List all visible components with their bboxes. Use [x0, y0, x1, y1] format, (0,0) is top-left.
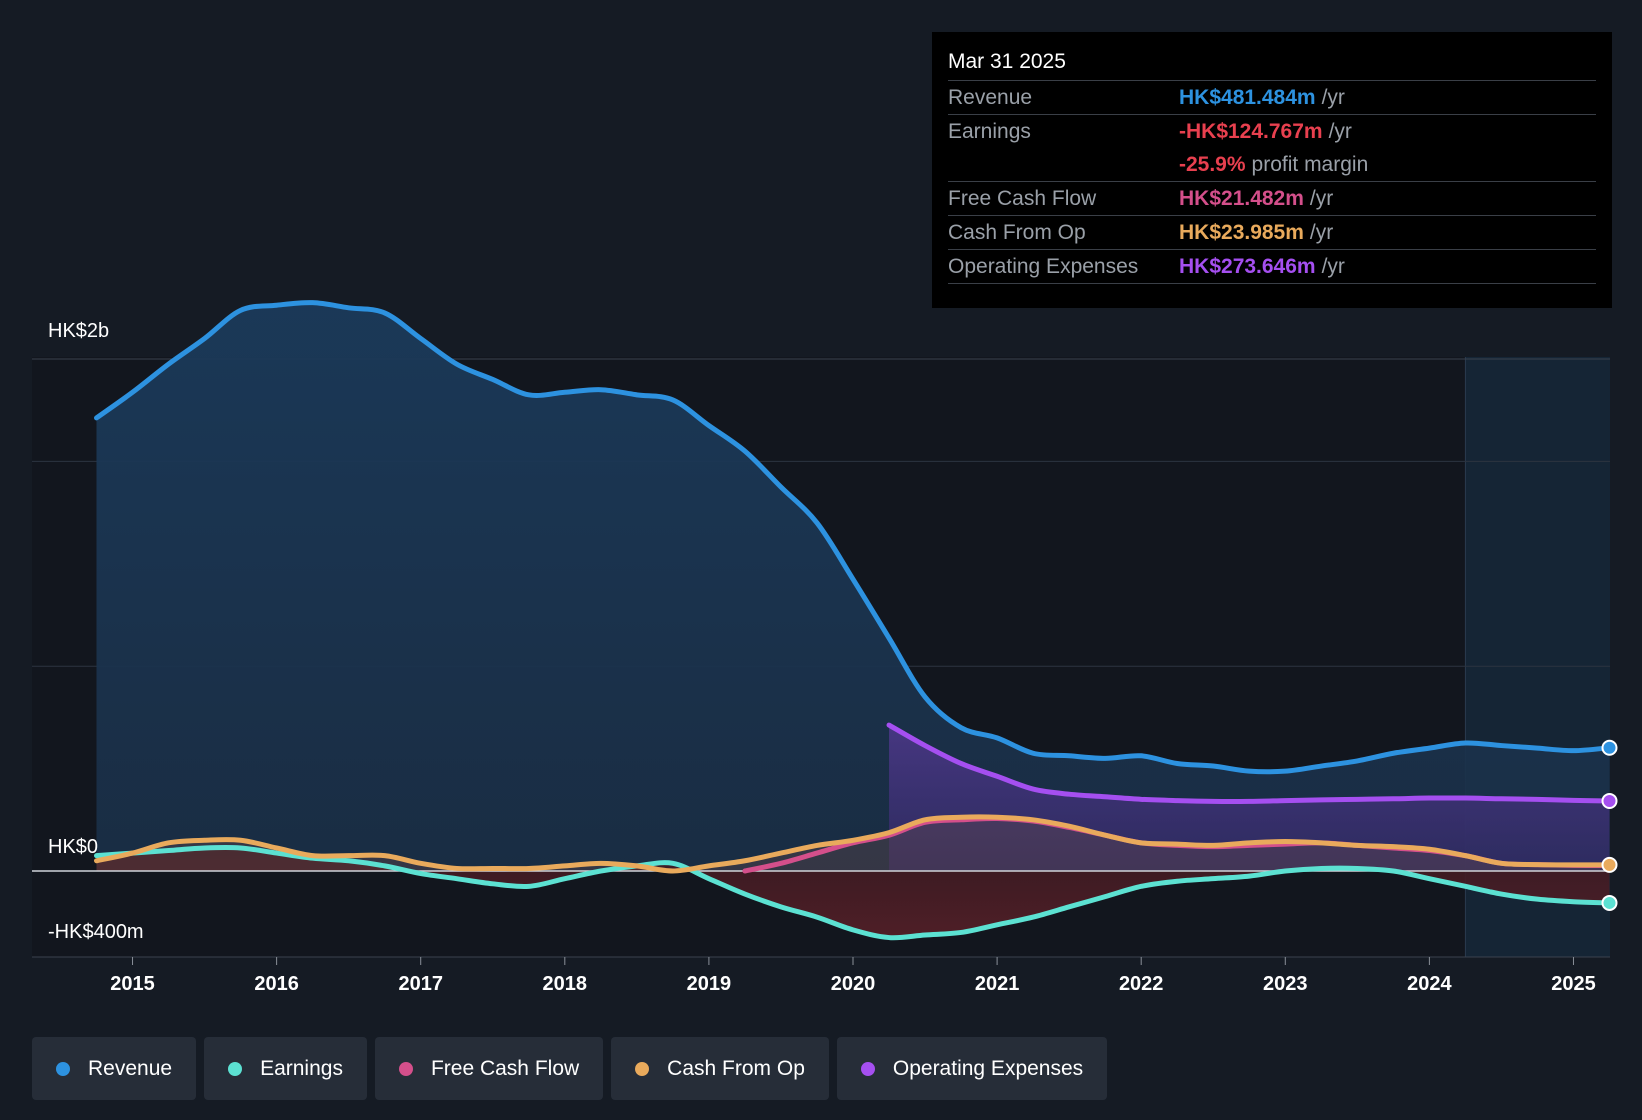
- tooltip-row-revenue: Revenue HK$481.484m /yr: [948, 81, 1596, 115]
- operating-expenses-end-dot: [1601, 792, 1618, 809]
- free-cash-flow-dot-icon: [398, 1061, 413, 1076]
- tooltip-value: -25.9%: [1179, 152, 1246, 176]
- x-tick-label: 2019: [687, 973, 732, 995]
- tooltip-unit: /yr: [1309, 186, 1334, 210]
- earnings-end-dot: [1601, 894, 1618, 911]
- x-axis-ticks: 2015 2016 2017 2018 2019 2020 2021 2022 2023 2024…: [110, 957, 1596, 995]
- legend-label: Cash From Op: [667, 1056, 805, 1080]
- chart-legend: Revenue Earnings Free Cash Flow Cash Fro…: [32, 1037, 1108, 1100]
- y-axis-bottom-label: -HK$400m: [48, 921, 144, 943]
- x-tick-label: 2015: [110, 973, 155, 995]
- tooltip-value: -HK$124.767m: [1179, 119, 1323, 143]
- x-tick-label: 2023: [1263, 973, 1308, 995]
- tooltip-label: Free Cash Flow: [948, 186, 1097, 210]
- tooltip-row-free-cash-flow: Free Cash Flow HK$21.482m /yr: [948, 182, 1596, 216]
- x-tick-label: 2018: [543, 973, 588, 995]
- operating-expenses-line: [886, 722, 1612, 804]
- tooltip-unit: /yr: [1328, 119, 1352, 143]
- legend-label: Free Cash Flow: [430, 1056, 580, 1080]
- earnings-line: [94, 844, 1612, 941]
- data-tooltip: Mar 31 2025 Revenue HK$481.484m /yr Earn…: [932, 32, 1612, 308]
- cash-from-op-end-dot: [1601, 856, 1618, 873]
- tooltip-unit: /yr: [1321, 85, 1345, 109]
- tooltip-label: Revenue: [948, 85, 1033, 109]
- legend-item-cash-from-op[interactable]: Cash From Op: [611, 1037, 829, 1100]
- tooltip-unit: profit margin: [1251, 152, 1369, 176]
- x-tick-label: 2025: [1551, 973, 1596, 995]
- x-tick-label: 2016: [254, 973, 299, 995]
- series-end-dots: [1601, 739, 1618, 911]
- tooltip-unit: /yr: [1309, 220, 1334, 244]
- tooltip-label: Operating Expenses: [948, 254, 1139, 278]
- legend-label: Revenue: [88, 1056, 173, 1080]
- legend-item-earnings[interactable]: Earnings: [204, 1037, 367, 1100]
- tooltip-value: HK$481.484m: [1179, 85, 1316, 109]
- tooltip-label: Earnings: [948, 119, 1031, 143]
- x-tick-label: 2020: [831, 973, 876, 995]
- x-tick-label: 2017: [398, 973, 443, 995]
- legend-item-free-cash-flow[interactable]: Free Cash Flow: [374, 1037, 604, 1100]
- revenue-line: [94, 300, 1612, 775]
- tooltip-label: Cash From Op: [948, 220, 1086, 244]
- legend-label: Operating Expenses: [892, 1056, 1084, 1080]
- tooltip-row-profit-margin: -25.9% profit margin: [948, 148, 1596, 182]
- tooltip-value: HK$23.985m: [1179, 220, 1304, 244]
- tooltip-row-earnings: Earnings -HK$124.767m /yr: [948, 115, 1596, 148]
- revenue-end-dot: [1601, 739, 1618, 756]
- operating-expenses-dot-icon: [860, 1061, 875, 1076]
- tooltip-row-operating-expenses: Operating Expenses HK$273.646m /yr: [948, 250, 1596, 284]
- tooltip-unit: /yr: [1321, 254, 1345, 278]
- revenue-dot-icon: [56, 1061, 70, 1076]
- series-lines: [94, 300, 1612, 941]
- x-tick-label: 2022: [1119, 973, 1164, 995]
- earnings-dot-icon: [228, 1061, 243, 1076]
- operating-expenses-area: [889, 725, 1610, 871]
- cash-from-op-line: [94, 814, 1612, 874]
- y-axis-top-label: HK$2b: [48, 320, 110, 342]
- y-axis-zero-label: HK$0: [48, 836, 99, 858]
- tooltip-value: HK$21.482m: [1179, 186, 1304, 210]
- cash-from-op-dot-icon: [635, 1061, 650, 1076]
- legend-item-operating-expenses[interactable]: Operating Expenses: [836, 1037, 1108, 1100]
- x-tick-label: 2021: [975, 973, 1020, 995]
- legend-item-revenue[interactable]: Revenue: [32, 1037, 197, 1100]
- revenue-area: [96, 302, 1610, 871]
- tooltip-date: Mar 31 2025: [948, 44, 1596, 81]
- earnings-area: [96, 847, 1610, 938]
- x-tick-label: 2024: [1407, 973, 1452, 995]
- tooltip-value: HK$273.646m: [1179, 254, 1316, 278]
- tooltip-row-cash-from-op: Cash From Op HK$23.985m /yr: [948, 216, 1596, 250]
- legend-label: Earnings: [260, 1056, 343, 1080]
